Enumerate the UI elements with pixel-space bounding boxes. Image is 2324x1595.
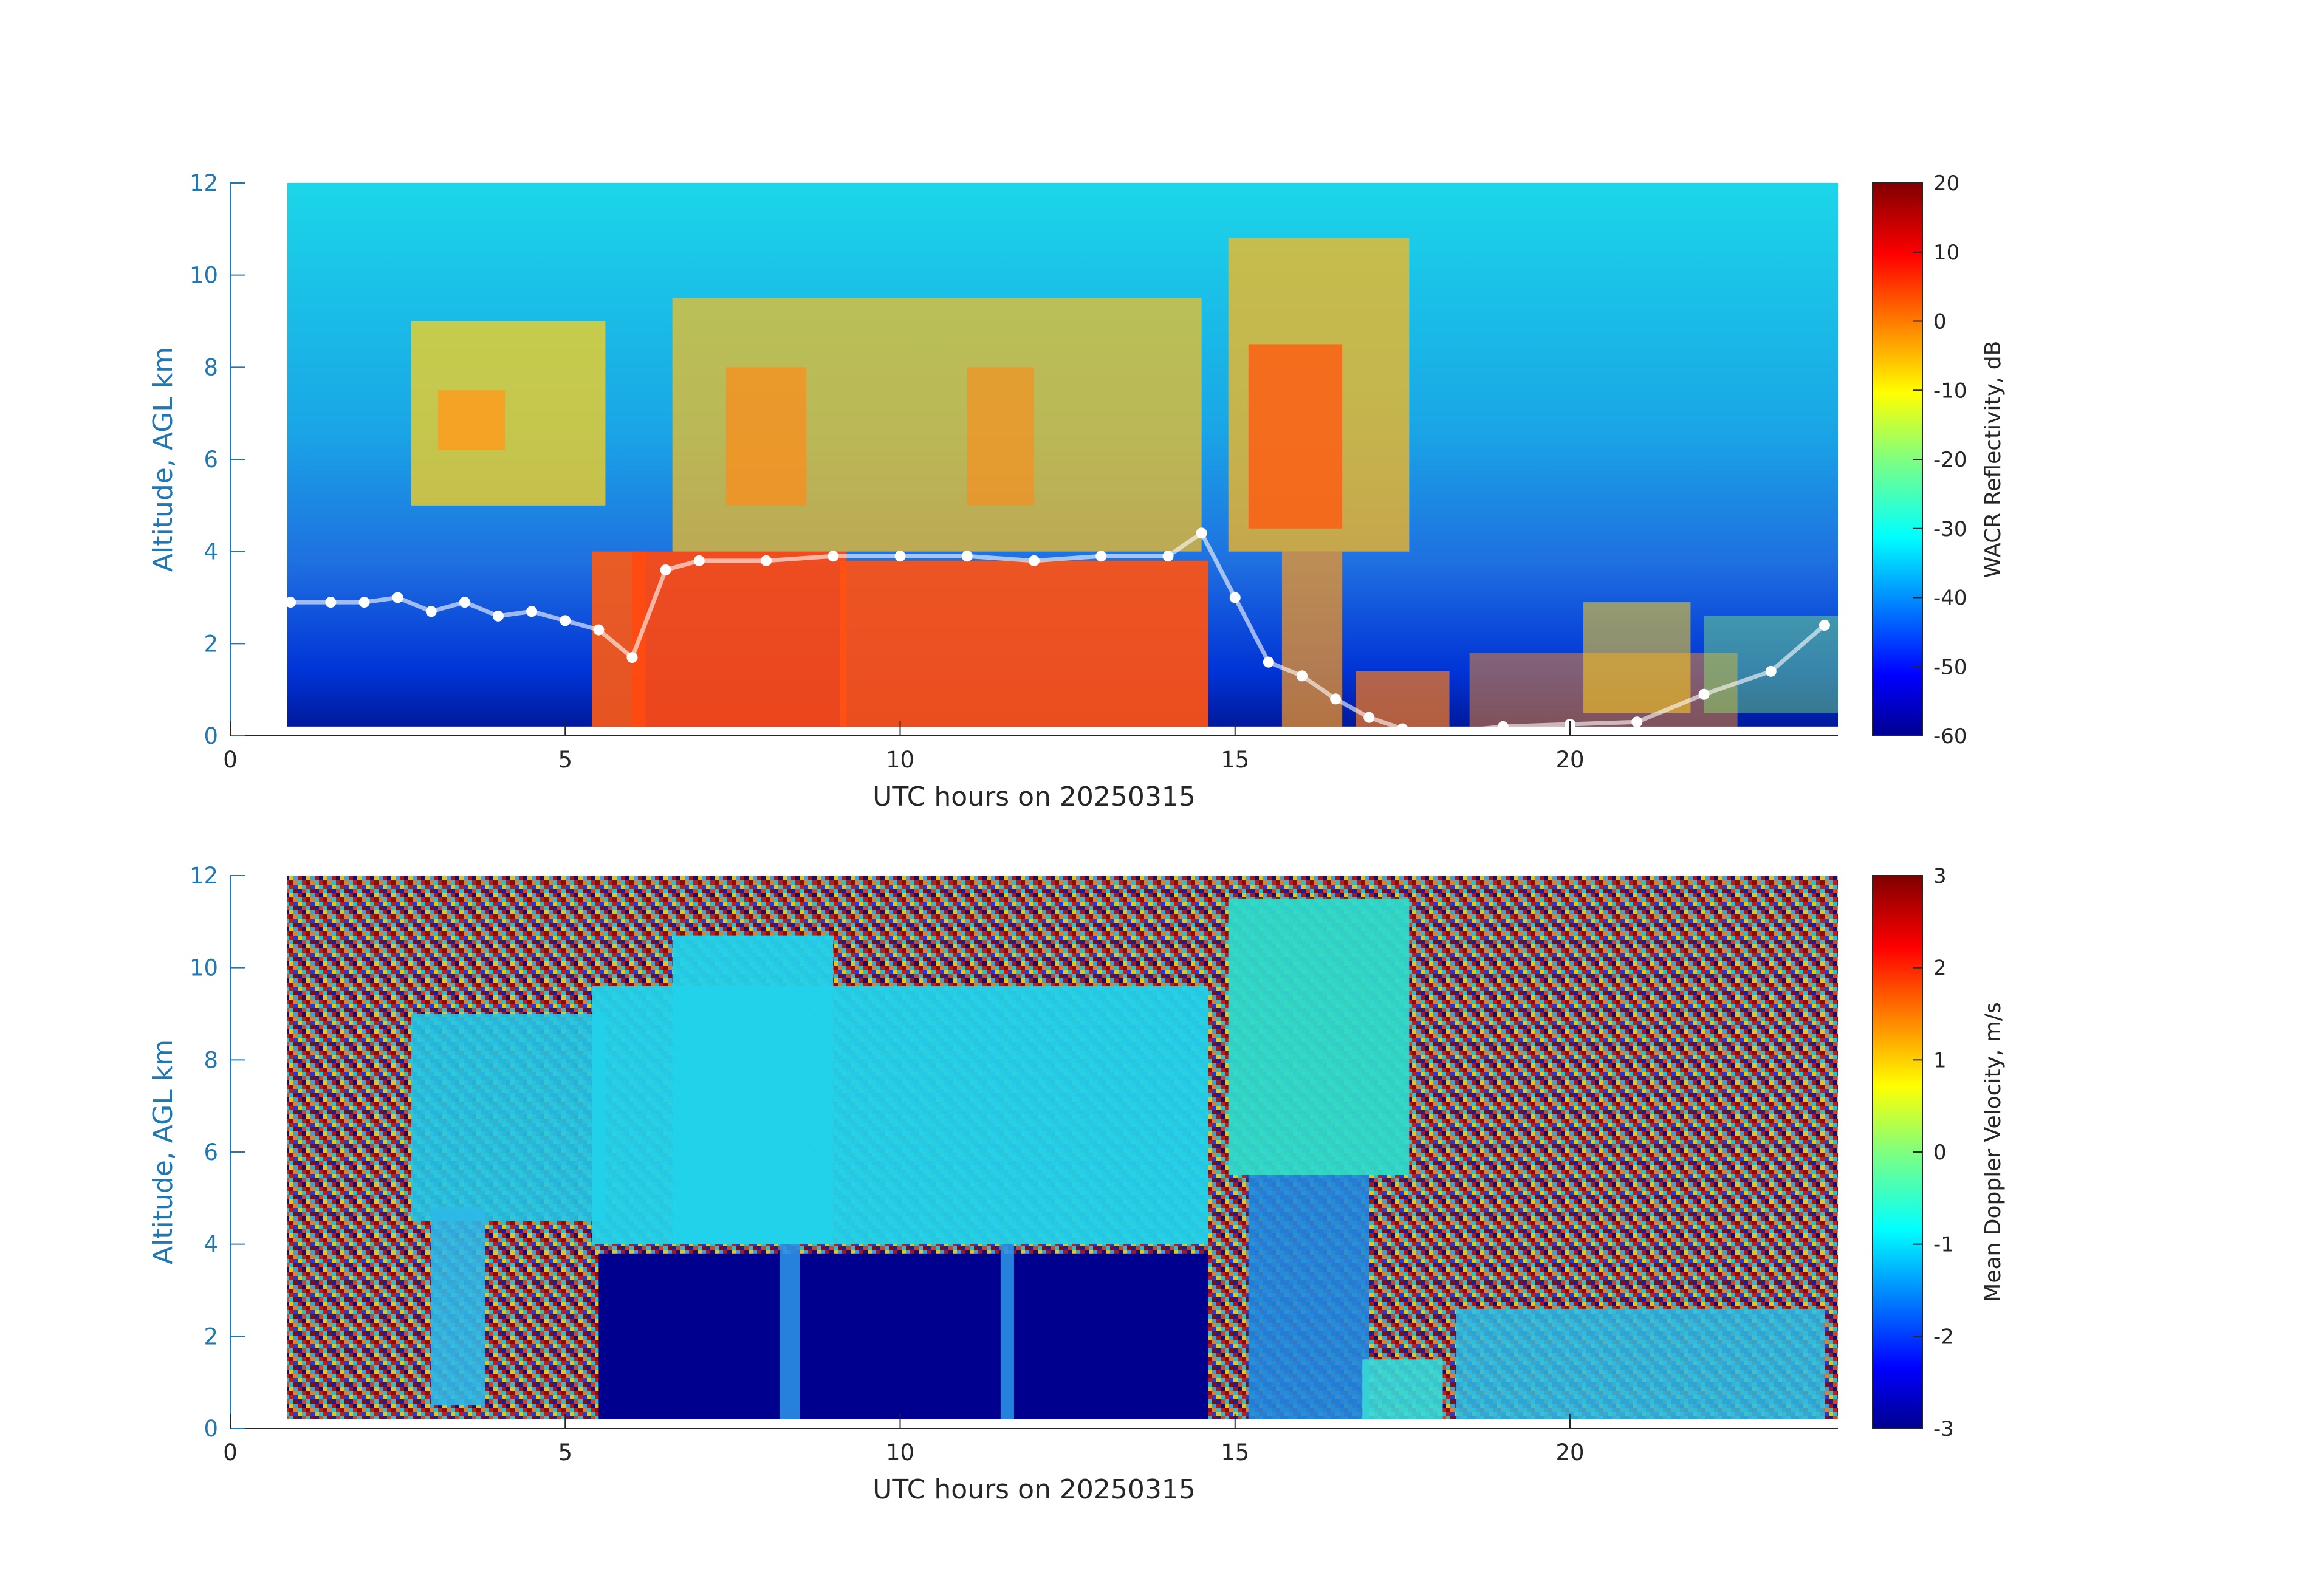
x-tick-label: 5 <box>558 747 572 773</box>
y-tick-label: 4 <box>204 1232 218 1258</box>
x-tick-label: 10 <box>886 1439 914 1466</box>
colorbar-tick-label: 0 <box>1933 310 1947 334</box>
y-tick-label: 8 <box>204 354 218 380</box>
panel-1: 0 2 4 6 8 10 12 0 5 10 15 20 UTC hours on 20250315 Al… <box>148 170 2006 812</box>
colorbar-tick-label: -40 <box>1933 586 1967 611</box>
x-tick-label: 10 <box>886 747 914 773</box>
y-axis-label: Altitude, AGL km <box>148 347 179 572</box>
echo-region-4 <box>632 551 847 727</box>
overlay-trace <box>290 530 1826 736</box>
velocity-region-2 <box>431 1207 485 1406</box>
colorbar-tick-label: 20 <box>1933 171 1959 196</box>
y-tick-label: 2 <box>204 631 218 657</box>
echo-region-14 <box>1583 602 1691 713</box>
velocity-region-10 <box>1362 1359 1443 1419</box>
echo-region-2 <box>437 390 506 450</box>
velocity-region-8 <box>1228 898 1410 1175</box>
colorbar-tick-label: -60 <box>1933 724 1967 749</box>
x-tick-label: 20 <box>1555 747 1584 773</box>
colorbar-tick-label: -10 <box>1933 379 1967 403</box>
y-tick-label: 10 <box>190 262 218 289</box>
y-tick-label: 8 <box>204 1047 218 1073</box>
echo-region-8 <box>967 367 1034 506</box>
colorbar-tick-label: -50 <box>1933 655 1967 679</box>
y-tick-label: 12 <box>190 170 218 196</box>
y-tick-label: 0 <box>204 723 218 749</box>
colorbar-tick-label: -20 <box>1933 448 1967 472</box>
y-tick-label: 6 <box>204 1139 218 1165</box>
velocity-region-5 <box>598 1253 1208 1419</box>
y-tick-label: 10 <box>190 955 218 981</box>
colorbar-label: WACR Reflectivity, dB <box>1981 341 2006 578</box>
y-tick-label: 6 <box>204 447 218 473</box>
colorbar-tick-label: -3 <box>1933 1417 1954 1441</box>
colorbar-tick-label: 3 <box>1933 864 1947 888</box>
y-tick-label: 0 <box>204 1416 218 1442</box>
colorbar-tick-label: 10 <box>1933 241 1959 265</box>
x-tick-label: 5 <box>558 1439 572 1466</box>
x-tick-label: 0 <box>223 747 238 773</box>
echo-region-5 <box>840 560 1208 727</box>
x-tick-label: 15 <box>1221 747 1249 773</box>
velocity-region-9 <box>1248 1175 1369 1419</box>
colorbar-tick-label: 0 <box>1933 1141 1947 1165</box>
colorbar: -3 -2 -1 0 1 2 3 Mean Doppler Velocity, m/s <box>1872 864 2006 1441</box>
y-tick-label: 12 <box>190 863 218 889</box>
x-axis-label: UTC hours on 20250315 <box>872 1474 1196 1505</box>
velocity-region-1 <box>411 1014 606 1221</box>
x-tick-label: 0 <box>223 1439 238 1466</box>
x-axis-label: UTC hours on 20250315 <box>872 781 1196 812</box>
colorbar-tick-label: -30 <box>1933 517 1967 541</box>
y-tick-label: 4 <box>204 539 218 565</box>
velocity-region-4 <box>672 935 834 1244</box>
y-tick-label: 2 <box>204 1323 218 1350</box>
plot-area <box>230 183 1838 736</box>
colorbar-label: Mean Doppler Velocity, m/s <box>1981 1002 2006 1302</box>
velocity-region-6 <box>780 1244 800 1419</box>
plot-area <box>230 876 1838 1429</box>
x-tick-label: 15 <box>1221 1439 1249 1466</box>
colorbar-tick-label: -1 <box>1933 1233 1954 1257</box>
x-tick-label: 20 <box>1555 1439 1584 1466</box>
echo-region-7 <box>725 367 807 506</box>
velocity-region-11 <box>1456 1308 1825 1419</box>
y-axis-label: Altitude, AGL km <box>148 1040 179 1264</box>
velocity-region-7 <box>1000 1244 1014 1419</box>
colorbar-tick-label: 2 <box>1933 956 1947 981</box>
colorbar-tick-label: 1 <box>1933 1048 1947 1072</box>
colorbar: -60 -50 -40 -30 -20 -10 0 10 20 WACR Reflectivity… <box>1872 171 2006 749</box>
colorbar-tick-label: -2 <box>1933 1325 1954 1349</box>
echo-region-10 <box>1248 344 1343 529</box>
